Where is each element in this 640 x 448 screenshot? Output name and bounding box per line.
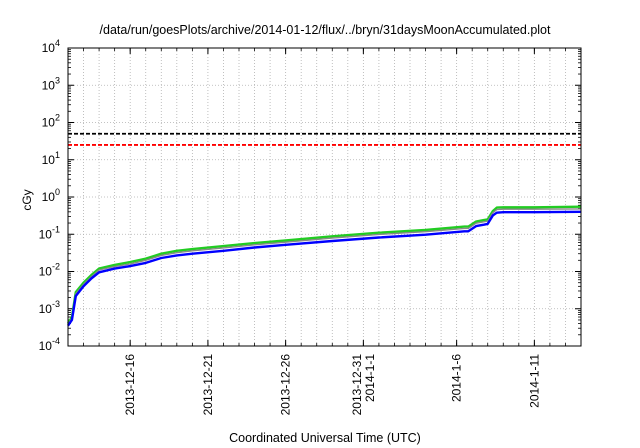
x-tick-label: 2014-1-6 [450, 354, 464, 402]
series-line [67, 210, 582, 327]
y-tick-label: 101 [42, 150, 60, 167]
y-axis-label: cGy [20, 189, 34, 210]
y-tick-label: 102 [42, 113, 60, 130]
reference-lines [68, 132, 581, 146]
y-tick-label: 100 [42, 187, 60, 204]
grid [68, 48, 581, 346]
y-tick-label: 10-1 [39, 224, 60, 241]
series-group [66, 205, 582, 327]
y-tick-label: 10-2 [39, 262, 60, 279]
y-tick-label: 10-4 [39, 336, 60, 353]
y-tick-label: 103 [42, 75, 60, 92]
y-tick-labels: 10-4 10-3 10-2 10-1 100 101 102 103 104 [39, 38, 60, 353]
x-tick-label: 2013-12-26 [279, 354, 293, 416]
chart-title: /data/run/goesPlots/archive/2014-01-12/f… [100, 23, 551, 37]
x-tick-label: 2013-12-21 [201, 354, 215, 416]
x-tick-labels: 2013-12-16 2013-12-21 2013-12-26 2013-12-31… [123, 354, 541, 416]
plot-frame [67, 47, 582, 347]
axis-ticks [67, 47, 582, 347]
x-tick-label: 2013-12-16 [123, 354, 137, 416]
x-tick-label: 2014-1-11 [527, 354, 541, 408]
x-tick-label: 2014-1-1 [363, 354, 377, 402]
series-line [67, 208, 582, 326]
y-tick-label: 104 [42, 38, 60, 55]
y-tick-label: 10-3 [39, 299, 60, 316]
x-tick-label: 2013-12-31 [350, 354, 364, 416]
series-line [66, 205, 582, 325]
x-axis-label: Coordinated Universal Time (UTC) [229, 431, 421, 445]
